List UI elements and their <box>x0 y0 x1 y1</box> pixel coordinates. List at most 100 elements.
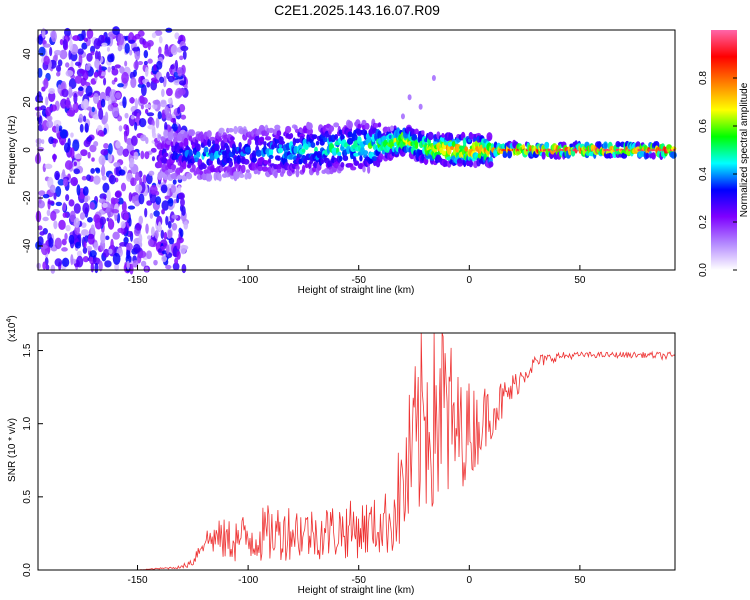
x-tick-label: -150 <box>128 275 148 286</box>
spectrogram-cell <box>55 65 62 72</box>
spectrogram-cell <box>97 129 104 137</box>
spectrogram-cell <box>73 203 81 214</box>
spectrogram-cell <box>98 260 103 272</box>
spectrogram-cell <box>100 98 106 108</box>
spectrogram-cell <box>57 179 65 186</box>
spectrogram-cell <box>276 168 282 173</box>
spectrogram-cell <box>206 130 212 138</box>
spectrogram-cell <box>60 98 68 109</box>
spectrogram-ridge-cell <box>501 148 503 152</box>
spectrogram-cell <box>362 166 366 173</box>
spectrogram-cell <box>78 86 84 91</box>
spectrogram-cell <box>388 134 393 139</box>
spectrogram-cell <box>107 152 113 163</box>
spectrogram-cell <box>173 71 178 78</box>
spectrogram-cell <box>164 121 168 132</box>
spectrogram-cell <box>104 111 109 123</box>
spectrogram-cell <box>83 241 87 249</box>
spectrogram-cell <box>261 166 269 172</box>
spectrogram-ridge-cell <box>561 148 564 152</box>
spectrogram-cell <box>114 92 121 99</box>
spectrogram-cell <box>163 129 169 138</box>
spectrogram-cell <box>129 263 134 275</box>
spectrogram-cell <box>171 214 179 219</box>
colorbar-tick-label: 0.8 <box>698 71 709 85</box>
x-tick-label: -50 <box>351 575 366 586</box>
spectrogram-cell <box>160 229 165 240</box>
snr-y-ticks: 0.0 0.5 1.0 1.5 <box>22 343 43 577</box>
spectrogram-cell <box>603 142 608 149</box>
spectrogram-cell <box>49 46 53 57</box>
spectrogram-cell <box>109 89 117 101</box>
spectrogram-cell <box>57 59 63 67</box>
spectrogram-cell <box>45 264 50 271</box>
spectrogram-cell <box>129 97 135 104</box>
spectrogram-cell <box>144 108 149 115</box>
spectrogram-cell <box>128 39 136 44</box>
spectrogram-cell <box>70 147 75 160</box>
spectrogram-cell <box>79 212 86 220</box>
spectrogram-cell <box>87 151 91 159</box>
spectrogram-cell <box>93 71 99 78</box>
spectrogram-cell <box>60 82 66 91</box>
spectrogram-cell <box>414 128 419 135</box>
spectrogram-cell <box>153 210 160 217</box>
spectrogram-cell <box>174 32 180 40</box>
spectrogram-cell <box>42 261 47 270</box>
spectrogram-cell <box>318 154 323 160</box>
colorbar-gradient <box>711 30 737 270</box>
spectrogram-cell <box>268 127 275 134</box>
spectrogram-cell <box>70 254 74 266</box>
spectrogram-cell <box>120 221 126 229</box>
spectrogram-cell <box>150 147 157 153</box>
figure-title: C2E1.2025.143.16.07.R09 <box>274 2 440 18</box>
spectrogram-cell <box>177 106 181 115</box>
spectrogram-cell <box>106 217 110 222</box>
spectrogram-cell <box>68 234 75 245</box>
snr-y-axis-label: SNR (10 * v/v) <box>7 418 18 482</box>
spectrogram-x-axis-label: Height of straight line (km) <box>298 285 415 296</box>
spectrogram-cell <box>140 134 147 142</box>
spectrogram-ridge-cell <box>660 148 663 152</box>
spectrogram-cell <box>243 158 250 165</box>
spectrogram-cell <box>501 143 506 149</box>
y-tick-label: 0.0 <box>22 563 33 577</box>
spectrogram-cell <box>149 184 158 195</box>
spectrogram-cell <box>103 77 107 86</box>
spectrogram-cell <box>357 123 362 130</box>
spectrogram-cell <box>112 26 120 36</box>
y-tick-label: -40 <box>22 238 33 253</box>
spectrogram-cell <box>45 96 49 106</box>
spectrogram-cell <box>347 120 353 130</box>
spectrogram-cell <box>132 260 139 268</box>
spectrogram-cell <box>153 259 158 266</box>
spectrogram-cell <box>93 38 101 50</box>
spectrogram-cell <box>83 98 90 109</box>
spectrogram-cell <box>264 136 272 141</box>
spectrogram-cell <box>167 75 175 83</box>
spectrogram-cell <box>295 168 300 178</box>
x-tick-label: -100 <box>238 575 258 586</box>
spectrogram-ridge-cell <box>549 148 551 152</box>
spectrogram-cell <box>78 113 84 123</box>
spectrogram-cell <box>645 152 650 159</box>
spectrogram-cell <box>151 132 157 139</box>
spectrogram-cell <box>185 172 193 180</box>
spectrogram-ridge-cell <box>637 148 640 152</box>
spectrogram-cell <box>143 60 148 66</box>
spectrogram-cell <box>37 236 44 247</box>
spectrogram-cell <box>168 237 175 245</box>
spectrogram-cell <box>93 175 101 185</box>
spectrogram-cell <box>35 94 44 103</box>
spectrogram-cell <box>90 168 95 174</box>
spectrogram-cell <box>73 161 77 167</box>
spectrogram-cell <box>251 156 257 163</box>
spectrogram-cell <box>81 42 88 50</box>
spectrogram-cell <box>146 173 153 185</box>
spectrogram-cell <box>41 40 47 45</box>
spectrogram-cell <box>117 33 125 46</box>
spectrogram-ridge-cell <box>620 148 623 152</box>
spectrogram-cell <box>178 166 184 172</box>
spectrogram-cell <box>81 29 86 40</box>
y-tick-label: 1.5 <box>22 343 33 357</box>
